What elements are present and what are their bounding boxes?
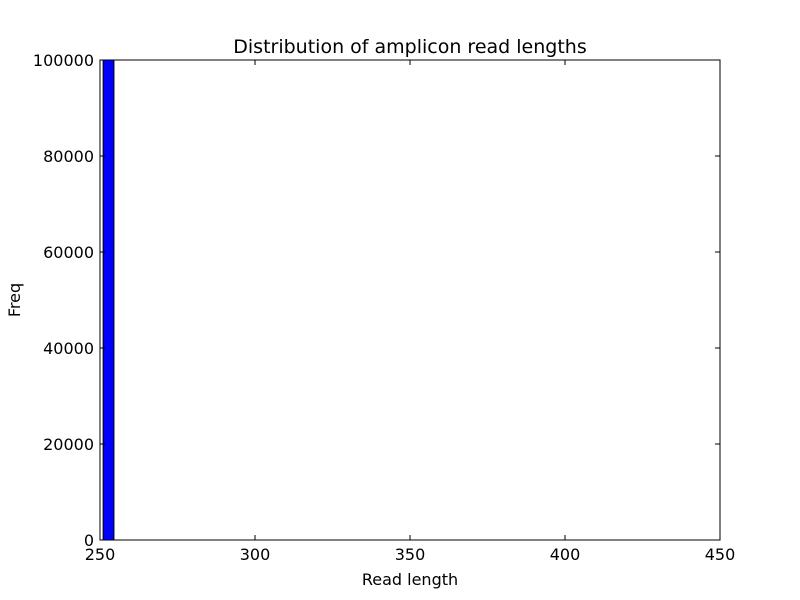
plot-frame — [99, 59, 721, 541]
bars-layer — [102, 59, 115, 541]
chart-title: Distribution of amplicon read lengths — [233, 36, 586, 58]
x-axis-label: Read length — [362, 570, 458, 589]
x-tick-label: 400 — [550, 545, 581, 564]
x-tick-label: 350 — [395, 545, 426, 564]
x-tick-label: 300 — [240, 545, 271, 564]
ticks-layer: 250 300 350 400 450 0 20000 40000 60000 80000 1000… — [33, 51, 735, 564]
y-tick-label: 20000 — [43, 435, 94, 454]
x-tick-label: 450 — [705, 545, 736, 564]
y-tick-label: 0 — [84, 531, 94, 550]
y-tick-label: 40000 — [43, 339, 94, 358]
y-tick-label: 80000 — [43, 147, 94, 166]
y-tick-label: 60000 — [43, 243, 94, 262]
y-axis-label: Freq — [5, 283, 24, 317]
histogram-bar-0 — [102, 59, 115, 541]
x-tick-label: 250 — [85, 545, 116, 564]
y-tick-label: 100000 — [33, 51, 94, 70]
